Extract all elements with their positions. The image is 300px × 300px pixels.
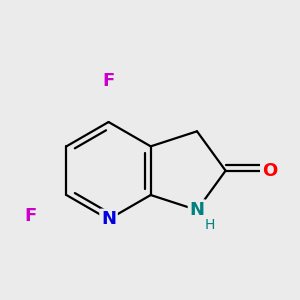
Text: F: F xyxy=(25,207,37,225)
Text: H: H xyxy=(205,218,215,232)
Text: O: O xyxy=(262,162,277,180)
Text: N: N xyxy=(101,210,116,228)
Text: F: F xyxy=(102,72,115,90)
Text: N: N xyxy=(190,201,205,219)
